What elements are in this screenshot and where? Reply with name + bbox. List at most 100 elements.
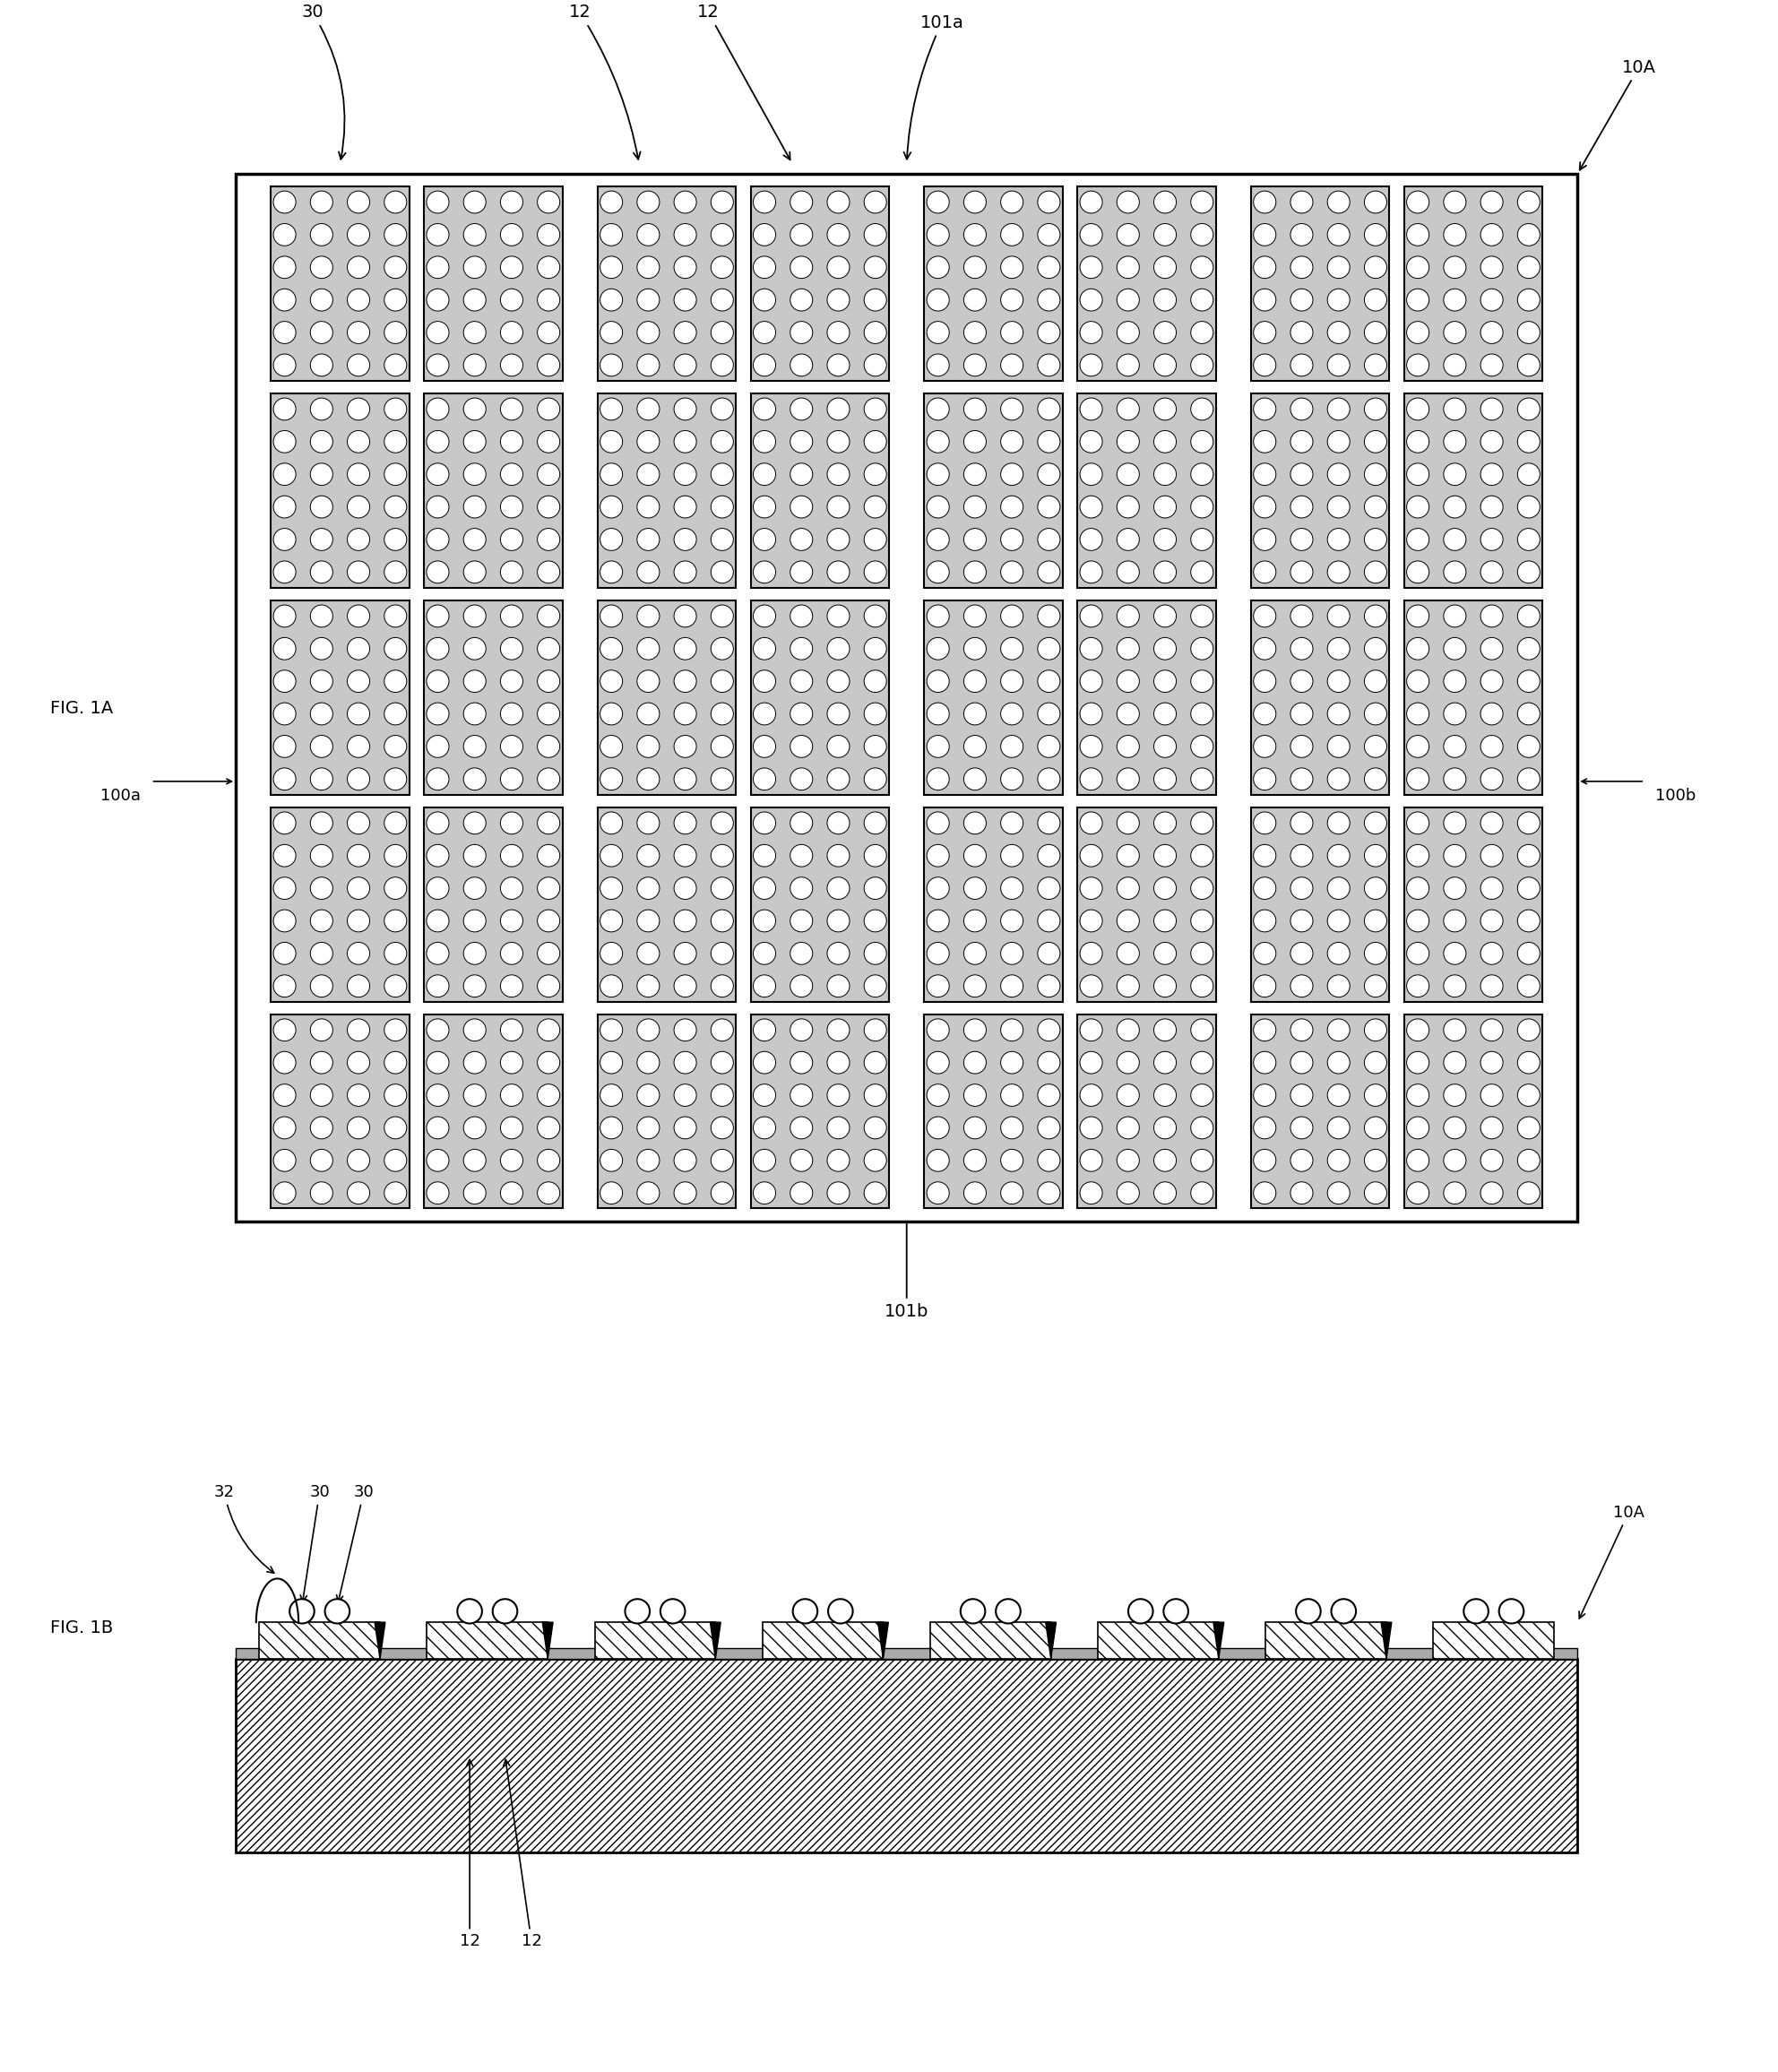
Ellipse shape (1079, 562, 1102, 582)
Ellipse shape (754, 224, 775, 247)
Ellipse shape (1444, 702, 1467, 725)
Bar (750, 601, 889, 794)
Ellipse shape (637, 1181, 660, 1204)
Ellipse shape (1406, 605, 1430, 628)
Ellipse shape (864, 669, 887, 692)
Ellipse shape (1154, 1084, 1177, 1106)
Ellipse shape (464, 1051, 485, 1073)
Ellipse shape (964, 845, 987, 866)
Ellipse shape (1191, 464, 1213, 485)
Ellipse shape (500, 288, 523, 311)
Ellipse shape (384, 1117, 407, 1140)
Ellipse shape (601, 669, 622, 692)
Bar (1097, 1622, 1218, 1660)
Ellipse shape (1517, 976, 1540, 997)
Ellipse shape (384, 1051, 407, 1073)
Ellipse shape (347, 845, 370, 866)
Ellipse shape (1191, 288, 1213, 311)
Ellipse shape (601, 562, 622, 582)
Ellipse shape (384, 224, 407, 247)
Ellipse shape (1001, 495, 1022, 518)
Ellipse shape (1444, 431, 1467, 454)
Text: 101b: 101b (884, 1225, 928, 1320)
Bar (597, 601, 736, 794)
Ellipse shape (1517, 1019, 1540, 1040)
Ellipse shape (789, 876, 813, 899)
Ellipse shape (274, 1051, 295, 1073)
Ellipse shape (1481, 1117, 1502, 1140)
Ellipse shape (827, 464, 850, 485)
Ellipse shape (827, 812, 850, 835)
Ellipse shape (311, 769, 332, 789)
Ellipse shape (427, 1019, 450, 1040)
Ellipse shape (789, 769, 813, 789)
Ellipse shape (1154, 845, 1177, 866)
Ellipse shape (1481, 812, 1502, 835)
Ellipse shape (427, 736, 450, 758)
Ellipse shape (500, 605, 523, 628)
Ellipse shape (427, 354, 450, 377)
Ellipse shape (789, 845, 813, 866)
Ellipse shape (864, 321, 887, 344)
Ellipse shape (827, 431, 850, 454)
Ellipse shape (1154, 321, 1177, 344)
Ellipse shape (1328, 354, 1350, 377)
Ellipse shape (1444, 1181, 1467, 1204)
Ellipse shape (1481, 943, 1502, 963)
Ellipse shape (537, 638, 560, 659)
Ellipse shape (1253, 1051, 1277, 1073)
Ellipse shape (1517, 669, 1540, 692)
Ellipse shape (1079, 464, 1102, 485)
Ellipse shape (311, 976, 332, 997)
Ellipse shape (1481, 876, 1502, 899)
Ellipse shape (864, 431, 887, 454)
Ellipse shape (1517, 464, 1540, 485)
Ellipse shape (1001, 943, 1022, 963)
Ellipse shape (537, 702, 560, 725)
Ellipse shape (789, 257, 813, 278)
Ellipse shape (1406, 638, 1430, 659)
Ellipse shape (1481, 288, 1502, 311)
Ellipse shape (384, 1019, 407, 1040)
Ellipse shape (500, 1150, 523, 1171)
Ellipse shape (1038, 910, 1060, 932)
Ellipse shape (964, 1019, 987, 1040)
Ellipse shape (1406, 1084, 1430, 1106)
Ellipse shape (1364, 638, 1387, 659)
Ellipse shape (1191, 605, 1213, 628)
Ellipse shape (754, 398, 775, 421)
Ellipse shape (674, 431, 697, 454)
Ellipse shape (789, 910, 813, 932)
Ellipse shape (1253, 1117, 1277, 1140)
Ellipse shape (1406, 495, 1430, 518)
Ellipse shape (1481, 669, 1502, 692)
Ellipse shape (864, 845, 887, 866)
Ellipse shape (537, 464, 560, 485)
Ellipse shape (1117, 1084, 1140, 1106)
Ellipse shape (964, 605, 987, 628)
Ellipse shape (347, 562, 370, 582)
Ellipse shape (500, 1181, 523, 1204)
Ellipse shape (427, 769, 450, 789)
Ellipse shape (274, 812, 295, 835)
Ellipse shape (1253, 431, 1277, 454)
Ellipse shape (1001, 354, 1022, 377)
Ellipse shape (427, 257, 450, 278)
Ellipse shape (601, 876, 622, 899)
Ellipse shape (1296, 1600, 1321, 1624)
Ellipse shape (1154, 876, 1177, 899)
Ellipse shape (274, 398, 295, 421)
Ellipse shape (789, 398, 813, 421)
Ellipse shape (427, 605, 450, 628)
Ellipse shape (960, 1600, 985, 1624)
Ellipse shape (1079, 1084, 1102, 1106)
Ellipse shape (1191, 321, 1213, 344)
Ellipse shape (1079, 812, 1102, 835)
Ellipse shape (674, 1051, 697, 1073)
Ellipse shape (347, 769, 370, 789)
Ellipse shape (1191, 224, 1213, 247)
Ellipse shape (1463, 1600, 1488, 1624)
Ellipse shape (1481, 702, 1502, 725)
Ellipse shape (711, 562, 733, 582)
Ellipse shape (1117, 464, 1140, 485)
